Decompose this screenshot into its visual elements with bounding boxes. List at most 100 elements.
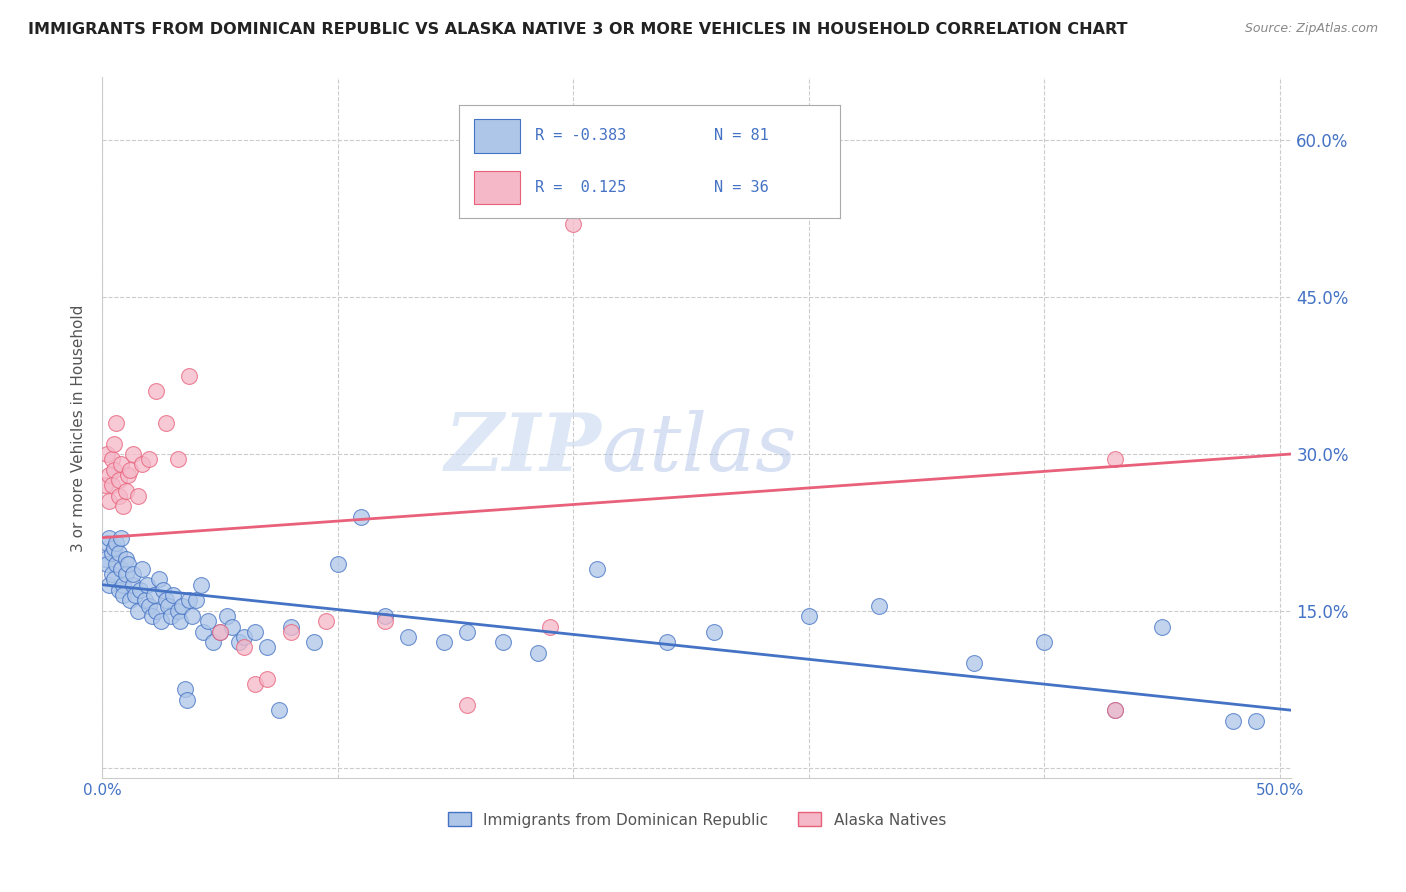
Point xyxy=(315,615,337,629)
Point xyxy=(186,593,208,607)
Point xyxy=(527,646,550,660)
Point xyxy=(98,578,121,592)
Point xyxy=(228,635,250,649)
Point xyxy=(103,463,125,477)
Point xyxy=(105,416,128,430)
Point xyxy=(148,573,170,587)
Point xyxy=(166,604,188,618)
Point xyxy=(162,588,184,602)
Point xyxy=(562,217,585,231)
Point xyxy=(374,615,396,629)
Point xyxy=(538,619,561,633)
Point xyxy=(491,635,513,649)
Point xyxy=(201,635,224,649)
Point xyxy=(180,609,202,624)
Point xyxy=(657,635,679,649)
Point xyxy=(374,609,396,624)
Point xyxy=(155,593,177,607)
Point xyxy=(868,599,890,613)
Point xyxy=(433,635,456,649)
Point xyxy=(1244,714,1267,728)
Point xyxy=(208,624,231,639)
Point xyxy=(232,640,254,655)
Point xyxy=(256,672,278,686)
Point xyxy=(326,557,349,571)
Point xyxy=(215,609,238,624)
Point xyxy=(110,531,132,545)
Point xyxy=(93,478,115,492)
Point xyxy=(112,578,135,592)
Point xyxy=(124,588,146,602)
Point xyxy=(1104,703,1126,717)
Point xyxy=(96,557,118,571)
Point xyxy=(128,582,150,597)
Point xyxy=(96,447,118,461)
Point xyxy=(173,682,195,697)
Point xyxy=(176,693,198,707)
Point xyxy=(127,489,149,503)
Point xyxy=(145,604,167,618)
Point xyxy=(267,703,290,717)
Text: ZIP: ZIP xyxy=(444,410,602,488)
Point xyxy=(143,588,166,602)
Point xyxy=(107,489,129,503)
Point xyxy=(105,536,128,550)
Point xyxy=(107,473,129,487)
Point xyxy=(585,562,607,576)
Text: atlas: atlas xyxy=(602,410,797,488)
Point xyxy=(100,567,122,582)
Point xyxy=(1150,619,1173,633)
Point xyxy=(120,593,142,607)
Point xyxy=(131,458,153,472)
Point xyxy=(103,541,125,555)
Point xyxy=(302,635,325,649)
Point xyxy=(136,578,159,592)
Point xyxy=(179,368,201,383)
Point xyxy=(121,567,143,582)
Point xyxy=(1104,452,1126,467)
Text: Source: ZipAtlas.com: Source: ZipAtlas.com xyxy=(1244,22,1378,36)
Point xyxy=(98,531,121,545)
Point xyxy=(190,578,212,592)
Point xyxy=(703,624,725,639)
Point xyxy=(112,588,135,602)
Point xyxy=(114,567,136,582)
Point xyxy=(150,615,173,629)
Point xyxy=(145,384,167,399)
Point xyxy=(138,452,160,467)
Point xyxy=(141,609,163,624)
Point xyxy=(962,656,984,670)
Point xyxy=(114,551,136,566)
Point xyxy=(179,593,201,607)
Point xyxy=(117,467,139,482)
Y-axis label: 3 or more Vehicles in Household: 3 or more Vehicles in Household xyxy=(72,304,86,551)
Point xyxy=(456,624,478,639)
Point xyxy=(100,546,122,560)
Point xyxy=(98,494,121,508)
Point xyxy=(245,624,267,639)
Point xyxy=(280,624,302,639)
Point xyxy=(103,436,125,450)
Point xyxy=(193,624,215,639)
Point xyxy=(131,562,153,576)
Point xyxy=(1222,714,1244,728)
Point xyxy=(456,698,478,712)
Point xyxy=(121,447,143,461)
Point xyxy=(110,458,132,472)
Point xyxy=(350,509,373,524)
Point xyxy=(103,573,125,587)
Legend: Immigrants from Dominican Republic, Alaska Natives: Immigrants from Dominican Republic, Alas… xyxy=(441,806,952,834)
Point xyxy=(127,604,149,618)
Point xyxy=(100,478,122,492)
Point xyxy=(105,557,128,571)
Point xyxy=(1033,635,1056,649)
Point xyxy=(96,536,118,550)
Point xyxy=(152,582,174,597)
Point xyxy=(1104,703,1126,717)
Point xyxy=(110,562,132,576)
Point xyxy=(256,640,278,655)
Point xyxy=(208,624,231,639)
Point xyxy=(107,546,129,560)
Point xyxy=(232,630,254,644)
Point xyxy=(197,615,219,629)
